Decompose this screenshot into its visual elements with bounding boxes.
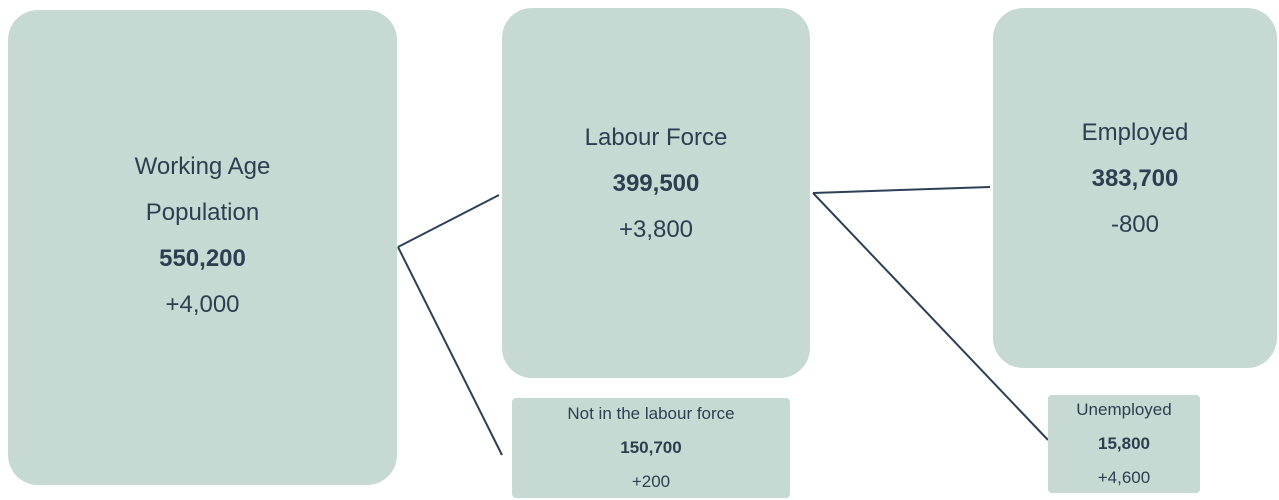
node-label: Unemployed (1076, 400, 1172, 419)
node-change: +4,600 (1097, 468, 1151, 487)
node-label: Not in the labour force (567, 404, 735, 423)
connector (397, 194, 500, 248)
node-value: 550,200 (159, 244, 246, 272)
node-label: Working Age Population (134, 152, 271, 226)
node-value: 15,800 (1098, 434, 1150, 453)
connector (812, 192, 1049, 441)
node-not-in-labour-force: Not in the labour force 150,700 +200 (512, 398, 790, 498)
node-employed: Employed 383,700 -800 (993, 8, 1277, 368)
node-label: Employed (1081, 119, 1189, 146)
node-value: 383,700 (1091, 165, 1179, 192)
node-labour-force: Labour Force 399,500 +3,800 (502, 8, 810, 378)
node-value: 150,700 (620, 438, 682, 457)
node-unemployed: Unemployed 15,800 +4,600 (1048, 395, 1200, 493)
node-change: +4,000 (165, 290, 240, 318)
node-change: +3,800 (618, 216, 694, 243)
node-value: 399,500 (612, 170, 700, 197)
node-working-age: Working Age Population 550,200 +4,000 (8, 10, 397, 485)
node-change: +200 (631, 472, 671, 491)
connector (397, 246, 503, 456)
node-label: Labour Force (584, 124, 728, 151)
node-change: -800 (1110, 211, 1160, 238)
connector (812, 186, 991, 194)
